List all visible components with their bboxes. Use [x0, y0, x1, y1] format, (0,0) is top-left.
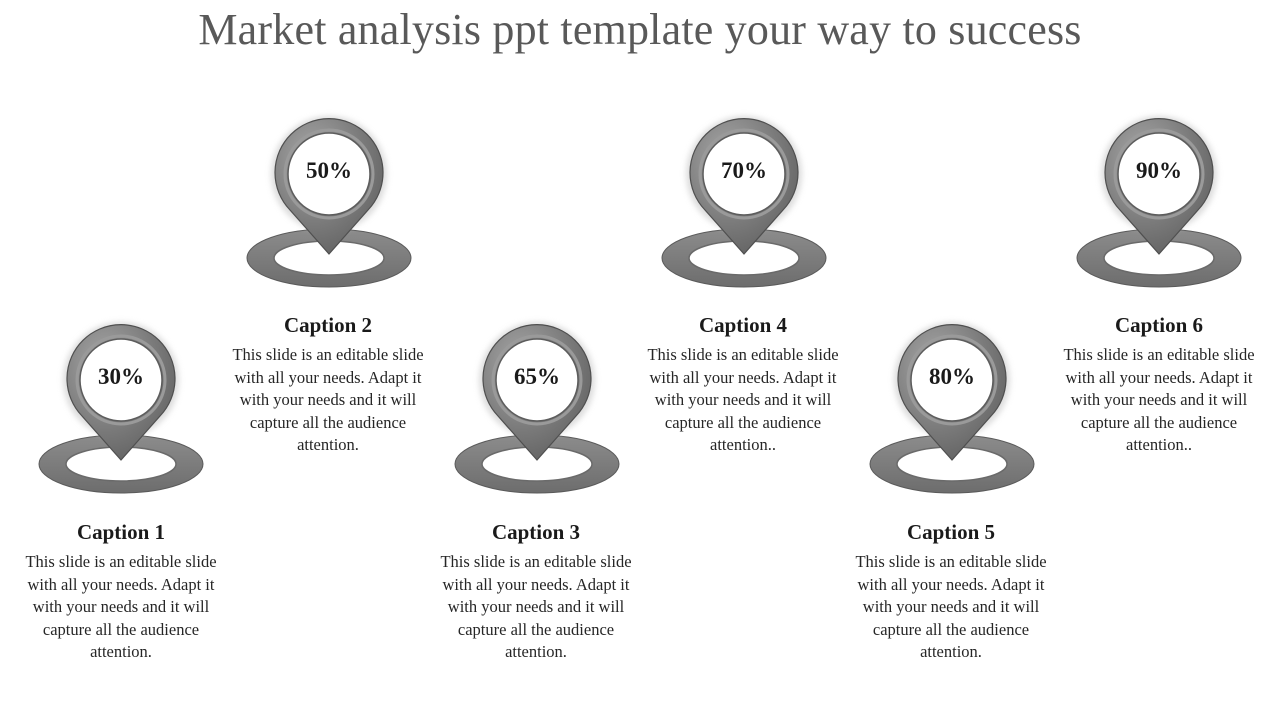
caption-block-3: Caption 3 This slide is an editable slid…: [426, 520, 646, 664]
caption-text-5: This slide is an editable slide with all…: [855, 552, 1047, 661]
caption-title-5: Caption 5: [906, 520, 996, 544]
map-pin-icon: [661, 116, 827, 288]
marker-2: 50%: [244, 114, 414, 294]
caption-title-6: Caption 6: [1114, 313, 1204, 337]
marker-6: 90%: [1074, 114, 1244, 294]
caption-block-2: Caption 2 This slide is an editable slid…: [218, 313, 438, 457]
percent-label-4: 70%: [721, 158, 767, 183]
map-pin-icon: [454, 322, 620, 494]
map-pin-icon: [246, 116, 412, 288]
map-pin-icon: [869, 322, 1035, 494]
percent-label-6: 90%: [1136, 158, 1182, 183]
caption-text-4: This slide is an editable slide with all…: [647, 345, 839, 454]
map-pin-icon: [1076, 116, 1242, 288]
caption-title-3: Caption 3: [491, 520, 581, 544]
caption-block-1: Caption 1 This slide is an editable slid…: [11, 520, 231, 664]
caption-title-2: Caption 2: [283, 313, 373, 337]
caption-text-1: This slide is an editable slide with all…: [25, 552, 217, 661]
map-pin-icon: [38, 322, 204, 494]
marker-3: 65%: [452, 320, 622, 500]
caption-block-4: Caption 4 This slide is an editable slid…: [633, 313, 853, 457]
percent-label-5: 80%: [929, 364, 975, 389]
percent-label-3: 65%: [514, 364, 560, 389]
slide-title: Market analysis ppt template your way to…: [198, 5, 1082, 54]
caption-text-6: This slide is an editable slide with all…: [1063, 345, 1255, 454]
marker-1: 30%: [36, 320, 206, 500]
marker-5: 80%: [867, 320, 1037, 500]
percent-label-2: 50%: [306, 158, 352, 183]
percent-label-1: 30%: [98, 364, 144, 389]
caption-text-2: This slide is an editable slide with all…: [232, 345, 424, 454]
caption-title-1: Caption 1: [76, 520, 166, 544]
caption-block-5: Caption 5 This slide is an editable slid…: [841, 520, 1061, 664]
caption-title-4: Caption 4: [698, 313, 788, 337]
caption-block-6: Caption 6 This slide is an editable slid…: [1049, 313, 1269, 457]
marker-4: 70%: [659, 114, 829, 294]
caption-text-3: This slide is an editable slide with all…: [440, 552, 632, 661]
